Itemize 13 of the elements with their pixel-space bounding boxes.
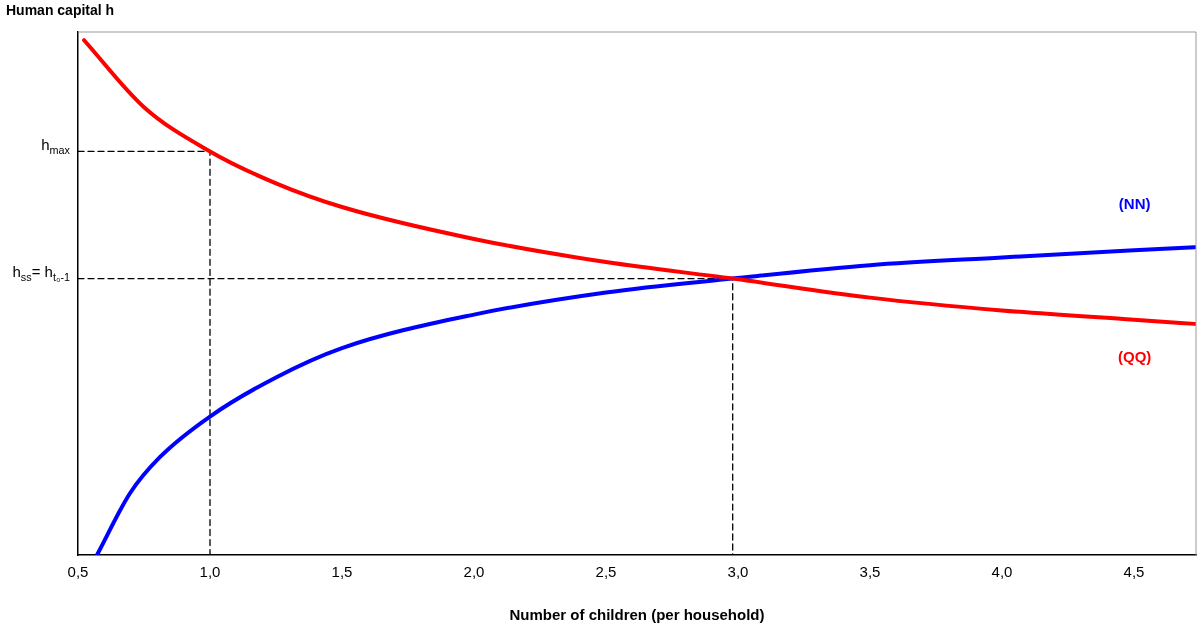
x-tick-label: 4,0: [991, 563, 1013, 581]
y-axis-title: Human capital h: [6, 2, 115, 18]
x-tick-label: 1,5: [331, 563, 353, 581]
series-label: (QQ): [1118, 348, 1152, 366]
x-tick-label: 2,5: [595, 563, 617, 581]
x-tick-label: 2,0: [463, 563, 485, 581]
x-tick-label: 0,5: [67, 563, 89, 581]
x-tick-label: 3,5: [859, 563, 881, 581]
x-tick-label: 4,5: [1123, 563, 1145, 581]
x-tick-label: 1,0: [199, 563, 221, 581]
x-tick-label: 3,0: [727, 563, 749, 581]
text: (NN): [1118, 195, 1151, 213]
x-axis-title: Number of children (per household): [509, 606, 765, 624]
